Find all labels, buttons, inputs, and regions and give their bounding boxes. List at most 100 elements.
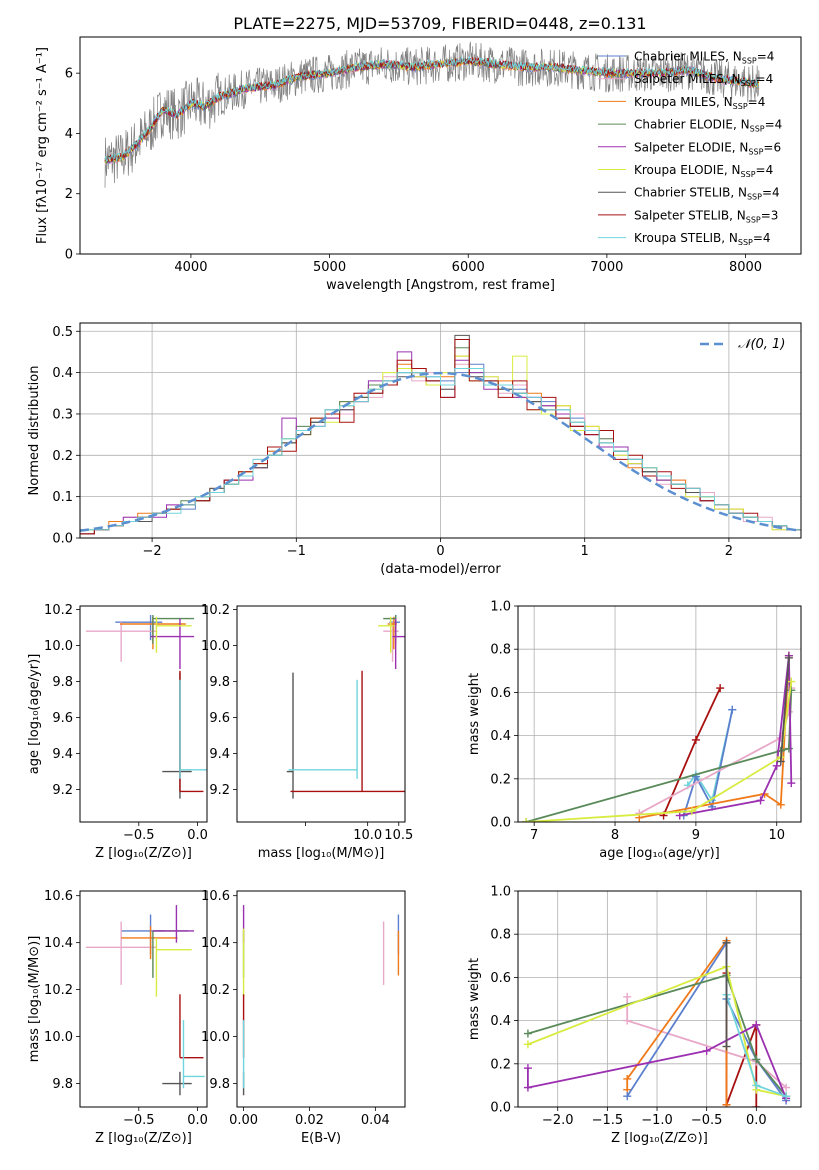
y-tick-label: 9.6 — [52, 711, 73, 726]
x-tick-label: 1 — [581, 544, 589, 559]
y-tick-label: 1.0 — [490, 885, 511, 900]
y-tick-label: 10.0 — [201, 639, 230, 654]
errorbar-point — [155, 937, 192, 997]
x-tick-label: 4000 — [174, 260, 207, 275]
mass-weight-line — [687, 709, 734, 803]
legend-label-sub: SSP — [747, 193, 762, 202]
errorbar-point — [85, 622, 157, 662]
x-tick-label: 0.0 — [187, 1113, 208, 1128]
legend-label-main: Salpeter STELIB, N — [634, 208, 746, 222]
y-tick-label: 10.0 — [44, 1030, 73, 1045]
mass-weight-marker — [784, 744, 793, 753]
mass-weight-marker — [722, 1042, 731, 1051]
y-tick-label: 0.4 — [490, 729, 511, 744]
legend-label: Salpeter STELIB, NSSP=3 — [634, 208, 778, 224]
x-tick-label: −0.5 — [123, 1113, 155, 1128]
x-tick-label: 9 — [692, 828, 700, 843]
legend-label: Kroupa STELIB, NSSP=4 — [634, 231, 771, 247]
mass-weight-marker — [523, 1064, 532, 1073]
y-tick-label: 0.2 — [490, 772, 511, 787]
x-tick-label: 2 — [725, 544, 733, 559]
y-tick-label: 9.4 — [209, 747, 230, 762]
x-tick-label: 0.00 — [229, 1113, 258, 1128]
spectrum-model-line — [104, 55, 759, 162]
axes-mass_vs_EBV: 0.00 0.02 0.04 9.8 10.0 10.2 10.4 10.6 E(B-V) — [201, 889, 390, 1146]
y-tick-label: 0.5 — [52, 325, 73, 340]
x-axis-label: wavelength [Angstrom, rest frame] — [326, 278, 555, 293]
figure-title: PLATE=2275, MJD=53709, FIBERID=0448, z=0… — [233, 14, 646, 33]
mass-weight-marker — [523, 1029, 532, 1038]
mass-weight-marker — [782, 1092, 791, 1101]
mass-weight-line — [682, 709, 734, 816]
mass-weight-marker — [623, 1092, 632, 1101]
mass-weight-line — [779, 657, 790, 762]
y-tick-label: 9.8 — [209, 1077, 230, 1092]
mass-weight-marker — [691, 735, 700, 744]
mass-weight-marker — [722, 938, 731, 947]
x-tick-label: 7000 — [590, 260, 623, 275]
axes-layer: 4000 5000 6000 7000 8000 0 2 4 6 wavelength [Angs… — [27, 36, 802, 1146]
axes-frame — [517, 605, 802, 823]
y-tick-label: 10.2 — [201, 983, 230, 998]
legend-label-tail: =4 — [762, 186, 780, 200]
x-tick-label: 5000 — [313, 260, 346, 275]
y-tick-label: 10.4 — [201, 936, 230, 951]
legend-label-sub: SSP — [738, 238, 753, 247]
legend-label-tail: =6 — [763, 140, 781, 154]
legend-label-sub: SSP — [748, 147, 763, 156]
legend-label-main: Salpeter ELODIE, N — [634, 140, 748, 154]
legend-label-tail: =4 — [753, 231, 771, 245]
errorbar-point — [162, 672, 192, 799]
y-tick-label: 10.0 — [44, 639, 73, 654]
y-tick-label: 1.0 — [490, 600, 511, 615]
mass-weight-marker — [784, 653, 793, 662]
legend-label: Chabrier STELIB, NSSP=4 — [634, 186, 780, 202]
x-tick-label: 6000 — [452, 260, 485, 275]
legend-label-sub: SSP — [742, 57, 757, 66]
x-tick-label: 0.0 — [746, 1113, 767, 1128]
mass-weight-line — [527, 965, 787, 1098]
mass-weight-marker — [752, 1020, 761, 1029]
legend-label-sub: SSP — [733, 102, 748, 111]
y-tick-label: 10.6 — [201, 889, 230, 904]
x-tick-label: 0.02 — [295, 1113, 324, 1128]
y-tick-label: 4 — [65, 127, 73, 142]
y-tick-label: 9.4 — [52, 747, 73, 762]
errorbar-point — [85, 921, 157, 985]
mass-weight-line — [626, 996, 787, 1089]
y-tick-label: 0.3 — [52, 407, 73, 422]
y-tick-label: 9.6 — [209, 711, 230, 726]
axes-age_vs_Z: −0.5 0.0 9.2 9.4 9.6 9.8 10.0 10.2 Z [log₁₀(Z/Z⊙… — [27, 603, 208, 861]
mass-weight-marker — [623, 1016, 632, 1025]
legend-label-tail: =4 — [757, 50, 775, 64]
legend-label-sub: SSP — [741, 79, 756, 88]
x-tick-label: 8 — [611, 828, 619, 843]
y-tick-label: 0.0 — [52, 532, 73, 547]
errorbar-point — [152, 905, 195, 943]
legend-label-sub: SSP — [741, 170, 756, 179]
y-tick-label: 0.8 — [490, 928, 511, 943]
legend-label-main: Kroupa MILES, N — [634, 95, 733, 109]
y-tick-label: 0.1 — [52, 490, 73, 505]
mass-weight-marker — [722, 1100, 731, 1107]
y-axis-label: mass [log₁₀(M/M⊙)] — [27, 936, 42, 1063]
x-axis-label: Z [log₁₀(Z/Z⊙)] — [611, 1131, 708, 1146]
y-tick-label: 10.0 — [201, 1030, 230, 1045]
mass-weight-marker — [728, 705, 737, 714]
errorbar-point — [182, 1020, 205, 1089]
y-tick-label: 0.8 — [490, 643, 511, 658]
y-tick-label: 0.4 — [490, 1014, 511, 1029]
errorbar-point — [150, 618, 195, 669]
x-axis-label: E(B-V) — [301, 1131, 341, 1146]
y-tick-label: 9.2 — [209, 783, 230, 798]
y-tick-label: 0.0 — [490, 1101, 511, 1116]
errorbar-point — [290, 670, 405, 793]
errorbar-point — [152, 615, 195, 644]
y-axis-label: mass weight — [467, 673, 482, 755]
x-tick-label: −1.0 — [641, 1113, 673, 1128]
mass-weight-line — [527, 974, 787, 1097]
legend-label-main: Chabrier STELIB, N — [634, 186, 747, 200]
legend-label-tail: =4 — [756, 72, 774, 86]
